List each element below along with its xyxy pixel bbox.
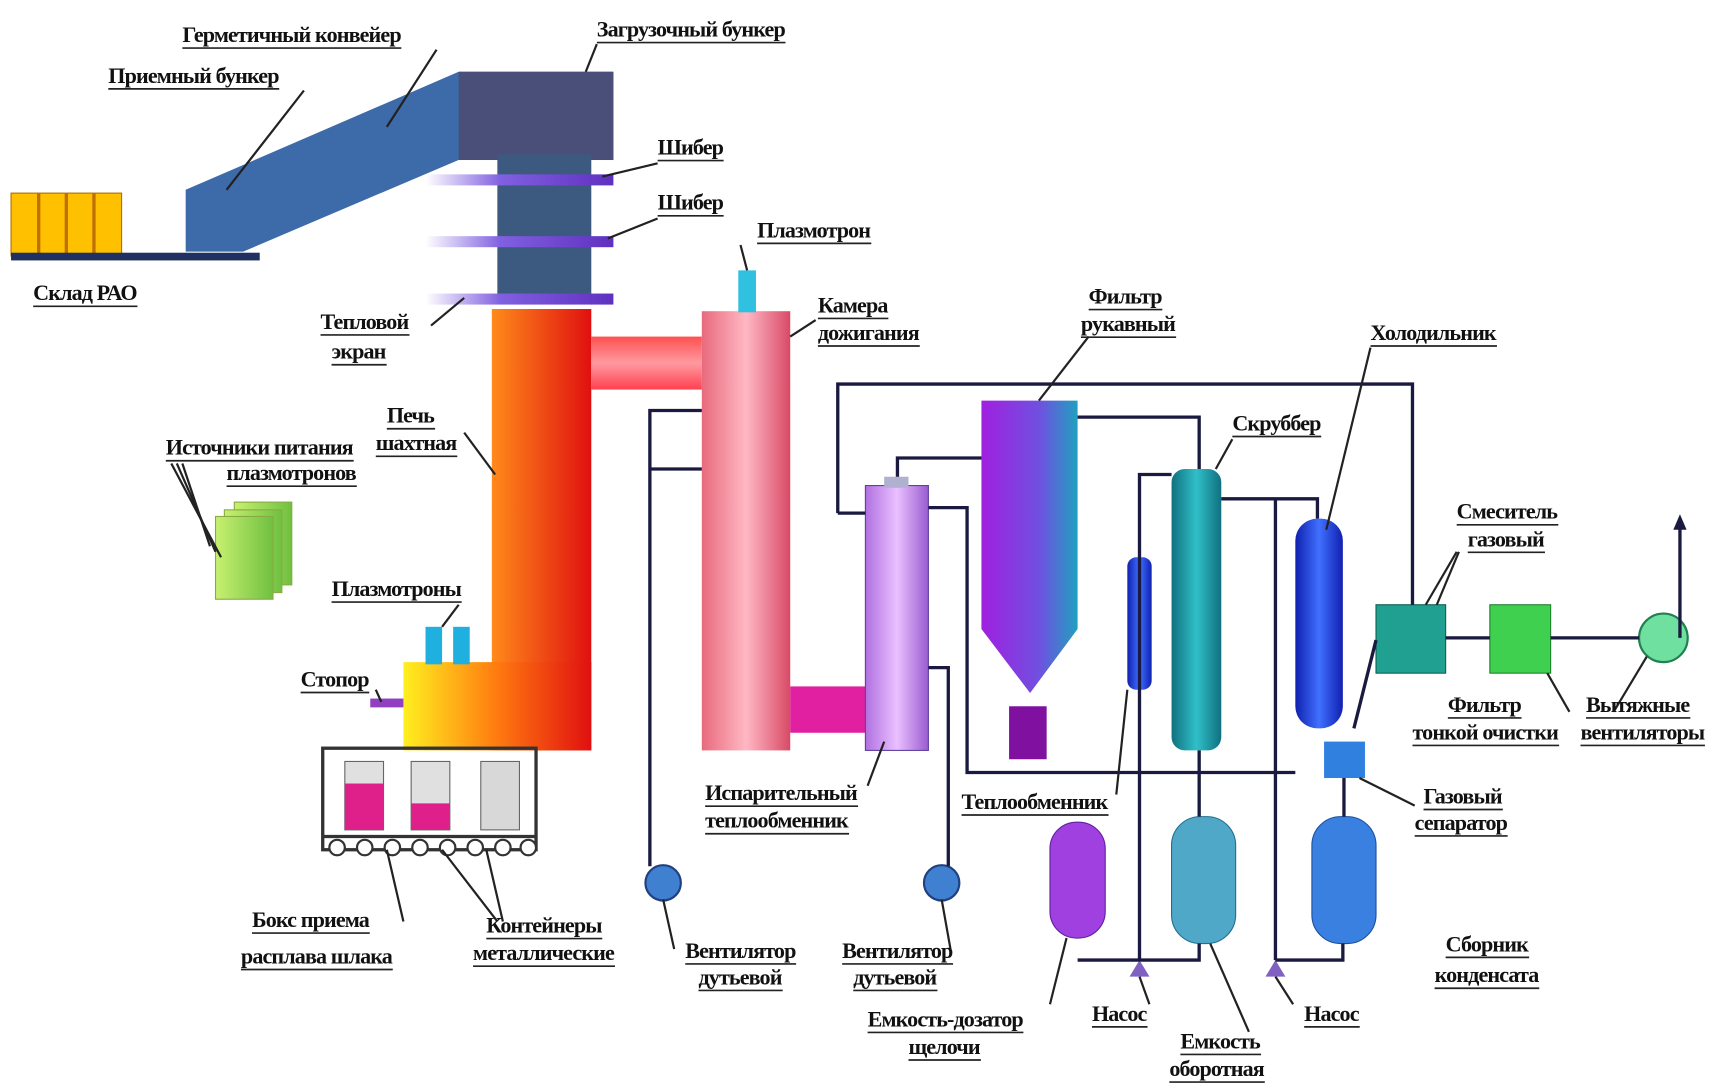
label: дожигания [818, 320, 920, 345]
label: газовый [1468, 526, 1545, 551]
label: шахтная [376, 430, 458, 455]
label: Фильтр [1089, 283, 1163, 308]
label: дутьевой [853, 964, 937, 989]
label: Емкость-дозатор [868, 1006, 1024, 1031]
label: Насос [1092, 1001, 1148, 1026]
label: Вытяжные [1586, 692, 1690, 717]
diagram: Герметичный конвейер Приемный бункер Заг… [0, 0, 1733, 1087]
label: Загрузочный бункер [597, 16, 786, 41]
label: Фильтр [1448, 692, 1522, 717]
label: расплава шлака [241, 943, 393, 968]
label: Испарительный [705, 780, 858, 805]
label: Приемный бункер [108, 63, 279, 88]
label: Емкость [1180, 1028, 1261, 1053]
label: конденсата [1435, 962, 1540, 987]
label: Контейнеры [486, 913, 602, 938]
label: Склад РАО [33, 280, 137, 305]
label: металлические [473, 940, 615, 965]
label: Герметичный конвейер [182, 22, 401, 47]
label: Тепловой [321, 309, 410, 334]
label: экран [332, 339, 387, 364]
label: Газовый [1424, 783, 1503, 808]
label: вентиляторы [1580, 719, 1704, 744]
label: Холодильник [1370, 320, 1496, 345]
label: Сборник [1446, 931, 1529, 956]
label: Источники питания [166, 435, 354, 460]
label: Плазмотроны [332, 576, 462, 601]
label: плазмотронов [227, 460, 357, 485]
label: Плазмотрон [757, 217, 871, 242]
label: сепаратор [1415, 810, 1508, 835]
label: Стопор [301, 666, 370, 691]
equipment [11, 72, 1688, 977]
label: Скруббер [1232, 410, 1321, 435]
label: оборотная [1169, 1056, 1264, 1081]
label: теплообменник [705, 808, 849, 833]
label: рукавный [1081, 311, 1176, 336]
label: Печь [387, 403, 435, 428]
label: Насос [1304, 1001, 1360, 1026]
label: Шибер [658, 135, 724, 160]
label: дутьевой [699, 964, 783, 989]
label: Камера [818, 292, 889, 317]
label: Вентилятор [685, 938, 796, 963]
label: щелочи [908, 1034, 980, 1059]
label: тонкой очистки [1412, 719, 1559, 744]
page: {"labels": [ {"lines": ["Герметичный кон… [0, 0, 1733, 1087]
label: Бокс приема [252, 907, 370, 932]
label: Теплообменник [962, 789, 1109, 814]
label: Вентилятор [842, 938, 953, 963]
label: Смеситель [1457, 499, 1559, 524]
label: Шибер [658, 190, 724, 215]
